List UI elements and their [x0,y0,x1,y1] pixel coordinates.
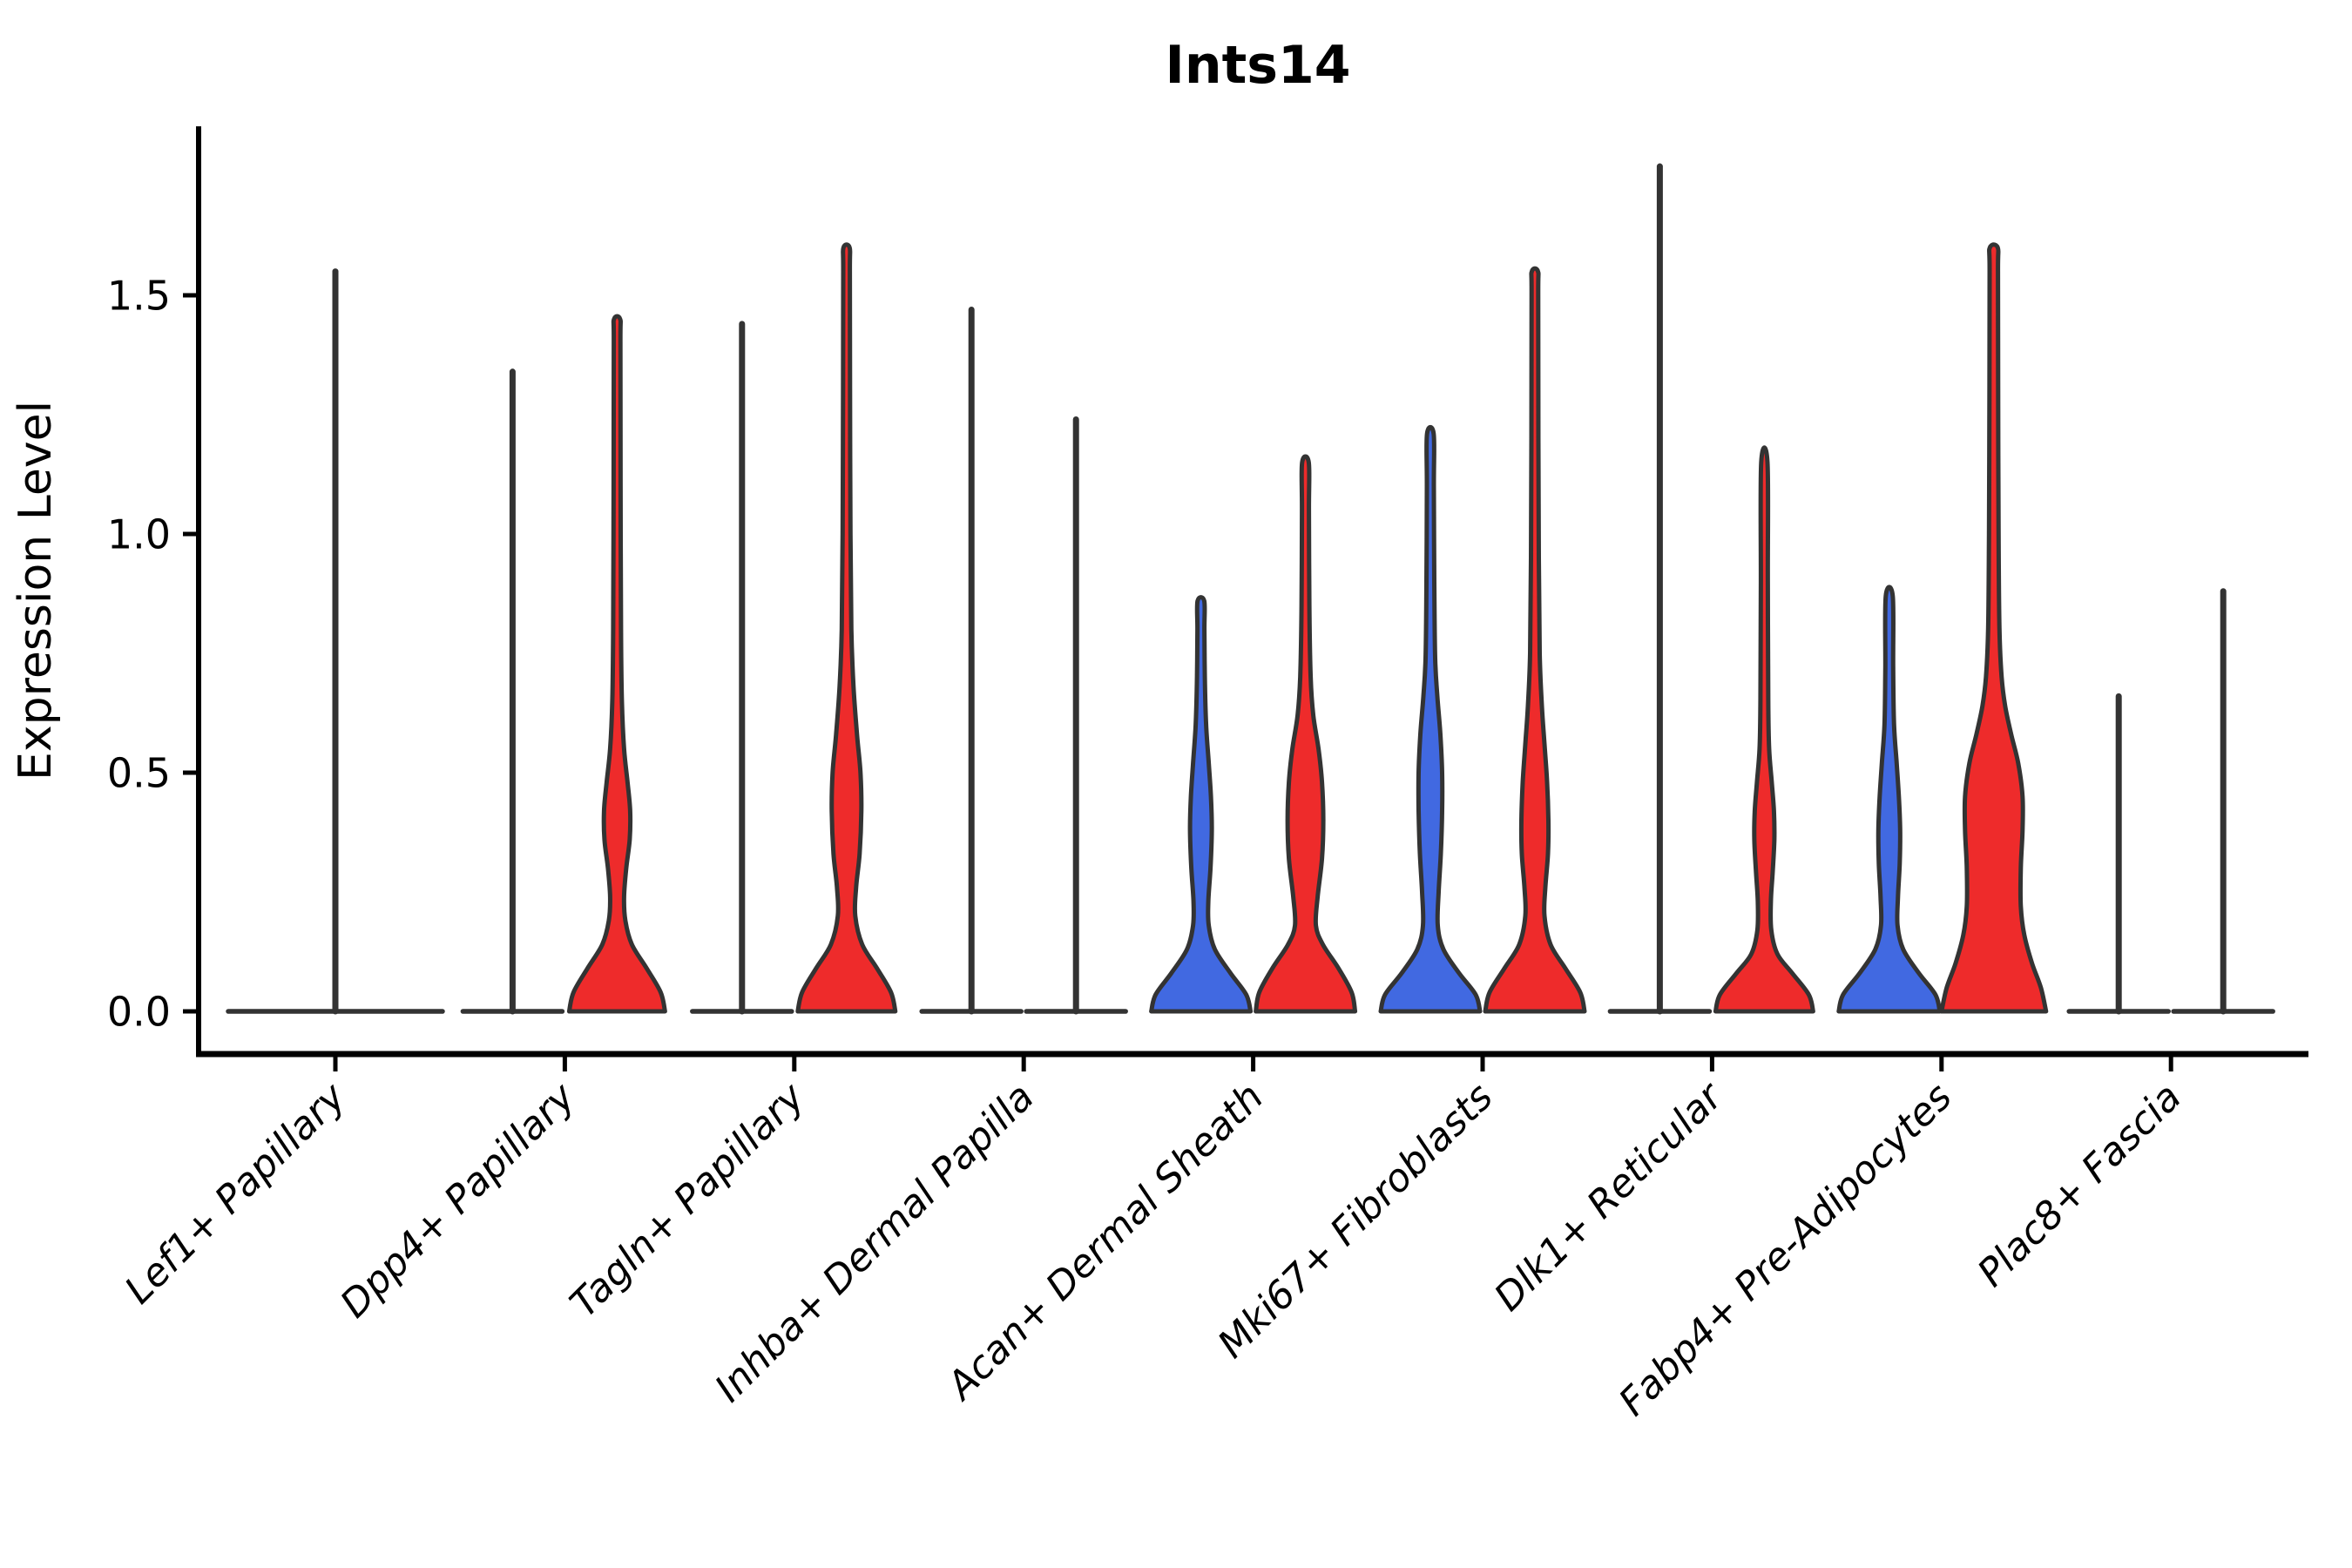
x-tick-label: Plac8+ Fascia [1970,1075,2190,1295]
violin-7-right [1939,242,2049,1014]
y-tick-label: 1.0 [107,511,171,558]
violin-5-right [1483,266,1587,1014]
x-tick-label: Dlk1+ Reticular [1486,1073,1733,1320]
violin-2-right [795,242,898,1014]
y-axis-label: Expression Level [10,401,62,781]
violin-7-left [1836,585,1943,1014]
y-tick-label: 0.0 [107,989,171,1036]
x-tick-label: Tagln+ Papillary [562,1074,814,1326]
violin-5-left [1378,424,1483,1014]
x-tick-label: Lef1+ Papillary [117,1074,355,1313]
x-tick-label: Dpp4+ Papillary [332,1074,585,1327]
violin-6-right [1713,445,1815,1014]
y-tick-label: 0.5 [107,750,171,797]
y-tick-label: 1.5 [107,273,171,320]
violin-4-right [1254,454,1358,1014]
violin-4-left [1149,595,1254,1014]
violin-1-right [566,314,667,1014]
chart-title: Ints14 [1166,35,1351,96]
violins-layer [226,163,2275,1015]
